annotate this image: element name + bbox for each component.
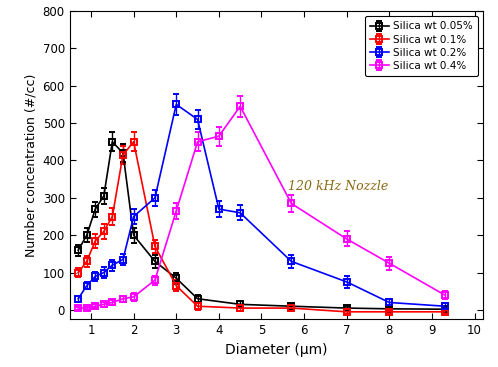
- Y-axis label: Number concentration (#/cc): Number concentration (#/cc): [24, 73, 37, 257]
- Legend: Silica wt 0.05%, Silica wt 0.1%, Silica wt 0.2%, Silica wt 0.4%: Silica wt 0.05%, Silica wt 0.1%, Silica …: [365, 16, 478, 76]
- Text: 120 kHz Nozzle: 120 kHz Nozzle: [288, 180, 388, 193]
- X-axis label: Diameter (μm): Diameter (μm): [225, 343, 328, 357]
